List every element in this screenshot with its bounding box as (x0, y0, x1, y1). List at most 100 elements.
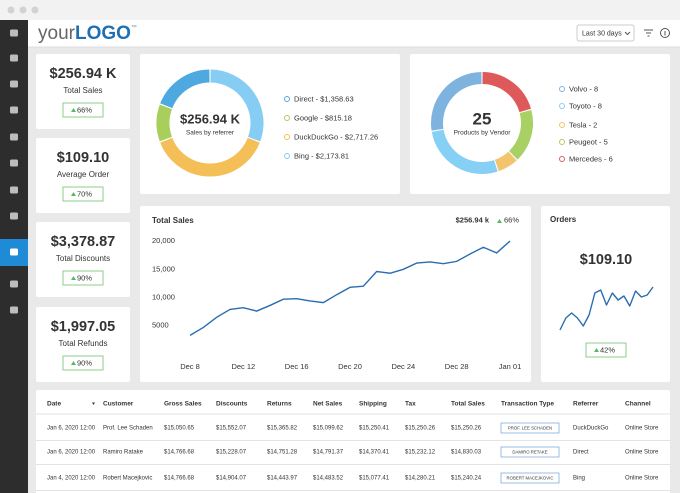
legend-marker (284, 134, 290, 140)
legend-marker (559, 122, 565, 128)
table-cell: Online Store (625, 476, 659, 482)
legend-marker (559, 86, 565, 92)
column-header[interactable]: Date (47, 401, 61, 408)
nav-icon[interactable] (10, 29, 18, 37)
nav-icon[interactable] (10, 186, 18, 194)
column-header[interactable]: Total Sales (451, 401, 485, 408)
column-header[interactable]: Net Sales (313, 401, 343, 408)
table-cell: $15,099.62 (313, 426, 344, 432)
change-badge (62, 186, 104, 202)
kpi-label: Total Refunds (59, 339, 108, 348)
legend-label: Peugeot - 5 (569, 137, 608, 146)
window-button[interactable] (31, 6, 39, 14)
table-card (36, 390, 670, 493)
nav-icon[interactable] (10, 212, 18, 220)
column-header[interactable]: Shipping (359, 401, 387, 408)
nav-icon[interactable] (10, 80, 18, 88)
nav-icon[interactable] (10, 306, 18, 314)
vendor-card (410, 54, 670, 194)
transaction-type: DAMIRO RETAKE (512, 449, 547, 454)
x-tick-label: Dec 28 (445, 362, 469, 371)
filter-icon[interactable] (644, 29, 653, 37)
table-cell: $14,280.21 (405, 476, 436, 482)
change-badge (585, 342, 627, 358)
window-button[interactable] (19, 6, 27, 14)
legend-marker (559, 103, 565, 109)
column-header[interactable]: Discounts (216, 401, 248, 408)
change-value: 90% (77, 273, 92, 282)
x-tick-label: Dec 16 (285, 362, 309, 371)
chart-total: $256.94 k (456, 215, 490, 224)
table-cell: $14,443.97 (267, 476, 298, 482)
orders-sparkline (559, 286, 654, 331)
table-cell: $14,904.07 (216, 476, 247, 482)
dropdown-caret[interactable] (624, 31, 631, 36)
donut-center-value: 25 (473, 109, 492, 128)
table-cell: $15,228.07 (216, 450, 247, 456)
change-value: 42% (600, 345, 615, 354)
table-cell: $14,370.41 (359, 450, 390, 456)
change-badge (62, 355, 104, 371)
donut-segment (431, 129, 498, 174)
header (28, 20, 680, 47)
chart-title: Orders (550, 215, 577, 224)
y-tick-label: 15,000 (152, 264, 175, 273)
donut-segment (160, 69, 210, 109)
kpi-card (36, 222, 130, 297)
table-cell: DuckDuckGo (573, 426, 609, 432)
transaction-tag (500, 472, 560, 484)
table-cell: Jan 6, 2020 12:00 (47, 450, 96, 456)
date-range[interactable]: Last 30 days (582, 30, 622, 37)
nav-icon[interactable] (10, 248, 18, 256)
transaction-tag (500, 422, 560, 434)
donut-segment (210, 69, 264, 142)
y-tick-label: 5000 (152, 321, 169, 330)
nav-icon[interactable] (10, 159, 18, 167)
column-header[interactable]: Channel (625, 401, 651, 408)
nav-icon[interactable] (10, 280, 18, 288)
table-cell: $15,250.26 (451, 426, 482, 432)
donut-segment (494, 151, 517, 172)
column-header[interactable]: Tax (405, 401, 416, 408)
column-header[interactable]: Returns (267, 401, 292, 408)
y-tick-label: 10,000 (152, 293, 175, 302)
window-button[interactable] (7, 6, 15, 14)
kpi-card (36, 54, 130, 129)
transaction-type: PROF. LEE SCHADEN (508, 425, 552, 430)
orders-total: $109.10 (580, 252, 632, 268)
kpi-label: Total Sales (63, 86, 102, 95)
sort-arrow[interactable] (92, 402, 95, 406)
y-tick-label: 20,000 (152, 236, 175, 245)
nav-icon[interactable] (10, 106, 18, 114)
logo-prefix: your (38, 23, 76, 44)
column-header[interactable]: Transaction Type (501, 401, 554, 408)
info-icon[interactable] (660, 28, 670, 38)
table-cell: $15,250.26 (405, 426, 436, 432)
kpi-value: $256.94 K (50, 66, 117, 82)
donut-center-value: $256.94 K (180, 111, 241, 126)
sales-line (189, 240, 511, 336)
legend-label: Toyoto - 8 (569, 101, 602, 110)
column-header[interactable]: Customer (103, 401, 134, 408)
nav-icon[interactable] (10, 54, 18, 62)
donut-segment (482, 72, 531, 113)
table-cell: Online Store (625, 426, 659, 432)
legend-label: Google - $815.18 (294, 113, 352, 122)
table-cell: $15,552.07 (216, 426, 247, 432)
nav-icon[interactable] (10, 133, 18, 141)
table-cell: Ramiro Ratake (103, 450, 144, 456)
up-arrow (71, 361, 76, 365)
legend-label: Volvo - 8 (569, 84, 598, 93)
date-dropdown[interactable] (576, 24, 635, 42)
table-cell: $14,751.28 (267, 450, 298, 456)
up-arrow (71, 108, 76, 112)
kpi-label: Total Discounts (56, 254, 110, 263)
column-header[interactable]: Referrer (573, 401, 599, 408)
kpi-value: $3,378.87 (51, 234, 116, 250)
table-cell: $14,766.68 (164, 476, 195, 482)
donut-segment (156, 104, 173, 142)
change-value: 66% (77, 105, 92, 114)
column-header[interactable]: Gross Sales (164, 401, 202, 408)
